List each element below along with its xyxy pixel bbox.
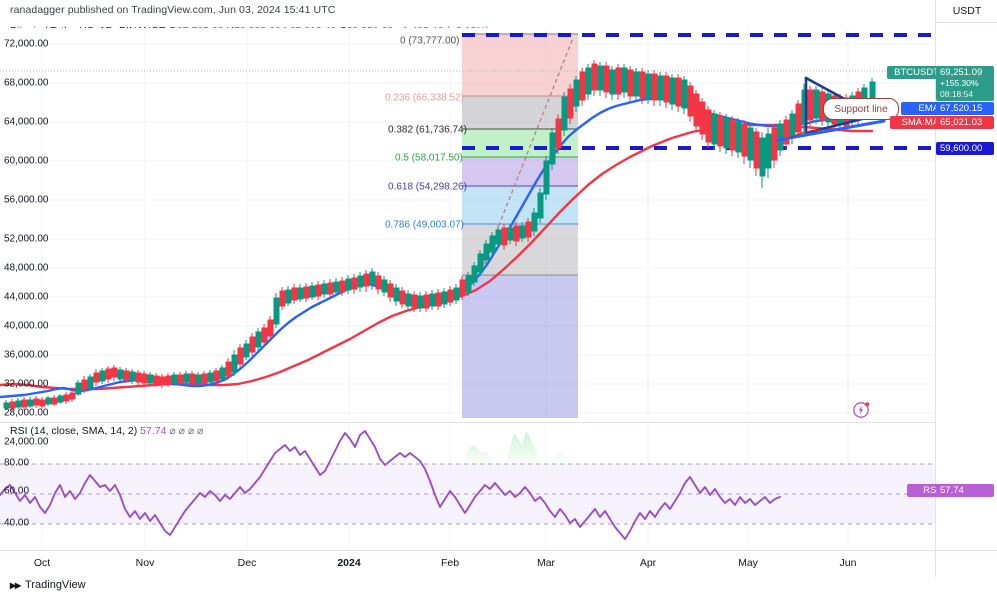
support-annotation-pointer <box>789 129 823 139</box>
price-tick-68000: 68,000.00 <box>4 77 49 89</box>
rsi-legend-extras: ⌀ ⌀ ⌀ ⌀ <box>169 425 204 437</box>
price-tick-32000: 32,000.00 <box>4 378 49 390</box>
support-trendline-drawing <box>776 119 886 142</box>
time-tick-may: May <box>738 557 758 569</box>
price-tick-72000: 72,000.00 <box>4 38 49 50</box>
price-tick-44000: 44,000.00 <box>4 291 49 303</box>
attribution-text: ranadagger published on TradingView.com,… <box>10 4 336 16</box>
rsi-indicator-pane[interactable] <box>0 422 935 551</box>
price-tick-24000: 24,000.00 <box>4 436 49 448</box>
rsi-legend-label: RSI (14, close, SMA, 14, 2) <box>10 425 138 437</box>
price-scale-currency: USDT <box>936 0 997 23</box>
price-tick-28000: 28,000.00 <box>4 407 49 419</box>
price-tick-36000: 36,000.00 <box>4 349 49 361</box>
ema-badge-tag: EMA <box>901 102 943 115</box>
price-tick-52000: 52,000.00 <box>4 233 49 245</box>
rsi-overbought-fill <box>462 431 578 464</box>
time-tick-jun: Jun <box>839 557 857 569</box>
price-grid-vertical <box>41 28 849 418</box>
time-tick-nov: Nov <box>135 557 155 569</box>
support-line-annotation-label: Support line <box>834 103 888 115</box>
fib-label-0: 0 (73,777.00) <box>400 35 460 47</box>
price-badge-last: 69,251.09 <box>940 67 983 78</box>
price-chart-pane[interactable] <box>0 28 935 418</box>
price-badge-value: 69,251.09 +155.30% 08:18:54 <box>936 66 994 101</box>
tradingview-mark-icon: ▸▸ <box>10 578 21 592</box>
fib-label-500: 0.5 (58,017.50) <box>395 152 463 164</box>
time-tick-mar: Mar <box>536 557 556 569</box>
sma-badge-tag: SMA:MA <box>890 116 943 129</box>
support-line-annotation[interactable]: Support line <box>823 98 899 120</box>
price-tick-48000: 48,000.00 <box>4 262 49 274</box>
time-tick-oct: Oct <box>33 557 51 569</box>
time-tick-2024: 2024 <box>337 557 361 569</box>
rsi-legend-value: 57.74 <box>140 425 167 437</box>
price-tick-64000: 64,000.00 <box>4 116 49 128</box>
rsi-legend[interactable]: RSI (14, close, SMA, 14, 2) 57.74 ⌀ ⌀ ⌀ … <box>10 425 203 437</box>
lightning-alert-icon[interactable] <box>852 400 871 419</box>
price-badge-tag: BTCUSDT <box>887 66 943 79</box>
support-level-badge: 59,600.00 <box>936 142 994 155</box>
candlestick-series <box>3 60 876 411</box>
fib-label-618: 0.618 (54,298.26) <box>388 181 467 193</box>
rsi-tick-60: 60.00 <box>4 485 30 497</box>
time-tick-feb: Feb <box>440 557 460 569</box>
rsi-badge-value: 57.74 <box>936 484 994 497</box>
tradingview-wordmark: TradingView <box>25 579 86 591</box>
time-tick-apr: Apr <box>639 557 657 569</box>
ema-badge-value: 67,520.15 <box>936 102 994 115</box>
fib-label-236: 0.236 (66,338.52) <box>385 92 464 104</box>
sma-badge-value: 65,021.03 <box>936 116 994 129</box>
rsi-tick-80: 80.00 <box>4 457 30 469</box>
time-tick-dec: Dec <box>237 557 257 569</box>
fib-label-382: 0.382 (61,736.74) <box>388 124 467 136</box>
price-tick-56000: 56,000.00 <box>4 194 49 206</box>
fib-label-786: 0.786 (49,003.07) <box>385 219 464 231</box>
rsi-grid-vertical <box>41 423 849 550</box>
time-scale-divider <box>935 551 936 577</box>
price-tick-40000: 40,000.00 <box>4 320 49 332</box>
rsi-tick-40: 40.00 <box>4 517 30 529</box>
sma50-line <box>0 123 874 391</box>
time-scale[interactable]: Oct Nov Dec 2024 Feb Mar Apr May Jun <box>0 550 997 577</box>
tradingview-logo[interactable]: ▸▸ TradingView <box>10 578 86 592</box>
price-badge-change-pct: +155.30% <box>940 78 979 88</box>
rsi-badge-tag: RSI <box>907 484 943 497</box>
rsi-line <box>0 430 781 540</box>
price-tick-60000: 60,000.00 <box>4 155 49 167</box>
price-badge-countdown: 08:18:54 <box>940 89 974 99</box>
